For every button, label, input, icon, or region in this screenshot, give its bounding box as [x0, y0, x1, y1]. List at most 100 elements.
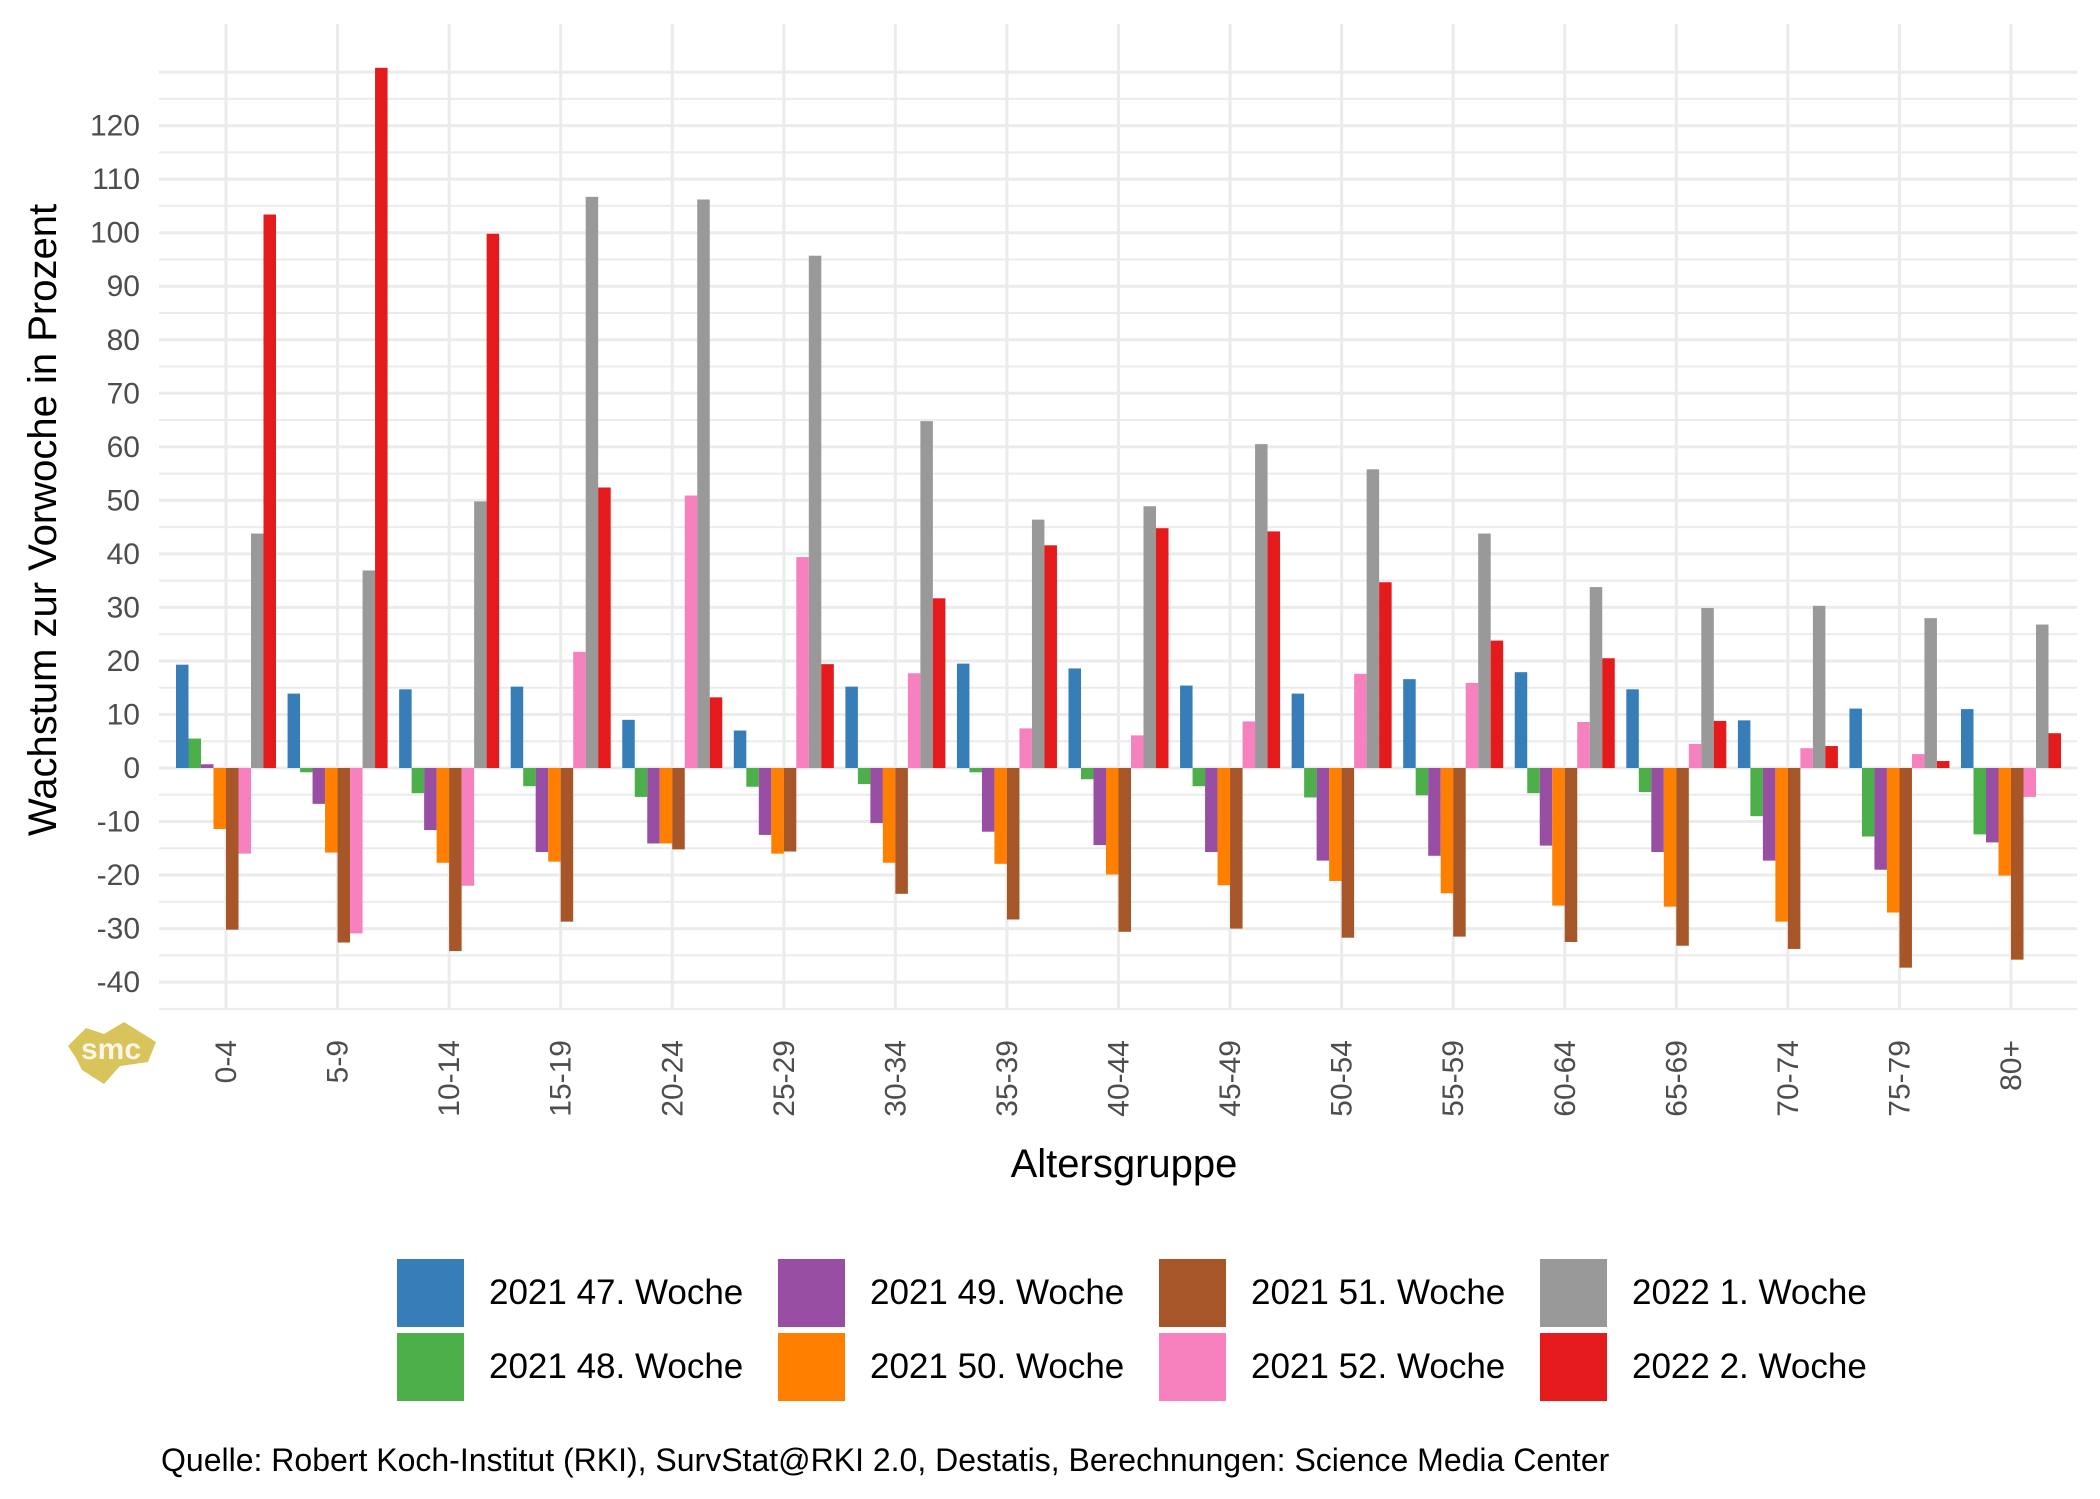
- legend-label: 2022 2. Woche: [1632, 1347, 1867, 1386]
- y-tick-label: 40: [107, 538, 140, 571]
- bar: [1737, 720, 1751, 768]
- x-tick-label: 45-49: [1214, 1040, 1247, 1117]
- bar: [709, 697, 723, 768]
- bar: [350, 768, 363, 934]
- legend-label: 2021 47. Woche: [489, 1273, 744, 1312]
- bar: [672, 768, 685, 850]
- y-tick-label: 20: [107, 645, 140, 678]
- bar: [399, 689, 412, 768]
- y-tick-label: 0: [123, 752, 140, 785]
- y-tick-label: 120: [90, 110, 140, 143]
- bar: [1131, 735, 1144, 768]
- bar: [213, 768, 226, 830]
- x-tick-label: 55-59: [1437, 1040, 1470, 1117]
- bar: [1081, 768, 1094, 780]
- bar: [956, 663, 970, 768]
- bar: [1354, 673, 1367, 768]
- bar: [1415, 768, 1429, 796]
- bar: [1093, 768, 1106, 846]
- legend-swatch: [397, 1333, 464, 1401]
- legend-item: 2022 1. Woche: [1540, 1259, 1921, 1327]
- bar: [312, 768, 326, 804]
- bar: [758, 768, 772, 835]
- legend-swatch: [1540, 1333, 1607, 1401]
- bar: [1217, 768, 1231, 886]
- bar: [1156, 528, 1169, 768]
- bar: [1998, 768, 2011, 876]
- y-tick-label: 50: [107, 484, 140, 517]
- legend-item: 2021 50. Woche: [778, 1333, 1159, 1401]
- legend-swatch: [778, 1259, 845, 1327]
- bar: [1403, 679, 1416, 768]
- bar: [1899, 768, 1912, 968]
- bar: [598, 487, 611, 768]
- x-tick-label: 0-4: [210, 1040, 243, 1083]
- y-tick-label: 90: [107, 270, 140, 303]
- y-axis-title: Wachstum zur Vorwoche in Prozent: [21, 204, 65, 836]
- bar: [1886, 768, 1900, 913]
- y-tick-label: -20: [97, 859, 140, 892]
- bar: [634, 768, 648, 797]
- bar: [1255, 444, 1268, 768]
- bar: [1006, 768, 1020, 920]
- bar: [548, 768, 561, 862]
- legend-swatch: [1159, 1259, 1226, 1327]
- bar: [1936, 761, 1950, 768]
- legend-swatch: [397, 1259, 464, 1327]
- bar: [573, 651, 586, 768]
- bar: [523, 768, 536, 787]
- smc-logo-text: smc: [81, 1033, 141, 1066]
- bar: [1589, 587, 1603, 768]
- bar: [411, 768, 425, 794]
- bar: [647, 768, 660, 844]
- bar: [238, 768, 251, 854]
- bar: [1874, 768, 1887, 870]
- legend-item: 2021 48. Woche: [397, 1333, 778, 1401]
- bar: [783, 768, 797, 852]
- bar: [263, 214, 276, 768]
- bar: [1638, 768, 1652, 793]
- x-tick-label: 5-9: [322, 1040, 355, 1083]
- bar: [287, 693, 301, 768]
- bar: [362, 570, 376, 768]
- legend: 2021 47. Woche 2021 48. Woche 2021 49. Woc…: [397, 1259, 1921, 1401]
- bar: [1602, 658, 1615, 768]
- bar: [746, 768, 759, 787]
- bar: [337, 768, 351, 943]
- legend-item: 2021 52. Woche: [1159, 1333, 1540, 1401]
- bar: [1465, 682, 1479, 768]
- x-tick-label: 20-24: [656, 1040, 689, 1117]
- bar: [1577, 721, 1590, 768]
- legend-swatch: [1540, 1259, 1607, 1327]
- legend-swatch: [1159, 1333, 1226, 1401]
- bar: [1118, 768, 1131, 932]
- bar: [1044, 545, 1057, 768]
- bar: [1180, 685, 1193, 768]
- bar: [1973, 768, 1986, 835]
- bar: [882, 768, 896, 863]
- bar: [1304, 768, 1317, 798]
- y-tick-label: 110: [92, 163, 140, 196]
- bar: [486, 233, 500, 768]
- bar: [821, 664, 834, 768]
- x-tick-label: 10-14: [433, 1040, 466, 1117]
- x-tick-label: 70-74: [1772, 1040, 1805, 1117]
- bar: [1192, 768, 1206, 787]
- bar: [1329, 768, 1342, 881]
- bar: [622, 719, 635, 768]
- bar: [1527, 768, 1540, 794]
- bar: [1205, 768, 1218, 853]
- bar: [449, 768, 462, 952]
- bar: [771, 768, 784, 854]
- y-tick-label: 60: [107, 431, 140, 464]
- legend-label: 2021 48. Woche: [489, 1347, 744, 1386]
- bar: [560, 768, 574, 922]
- x-tick-label: 65-69: [1660, 1040, 1693, 1117]
- bar: [1552, 768, 1565, 906]
- bar: [1564, 768, 1578, 942]
- bar: [1143, 506, 1156, 768]
- source-caption: Quelle: Robert Koch-Institut (RKI), Surv…: [161, 1442, 1610, 1478]
- bar: [994, 768, 1007, 864]
- legend-swatch: [778, 1333, 845, 1401]
- bar: [2023, 768, 2036, 797]
